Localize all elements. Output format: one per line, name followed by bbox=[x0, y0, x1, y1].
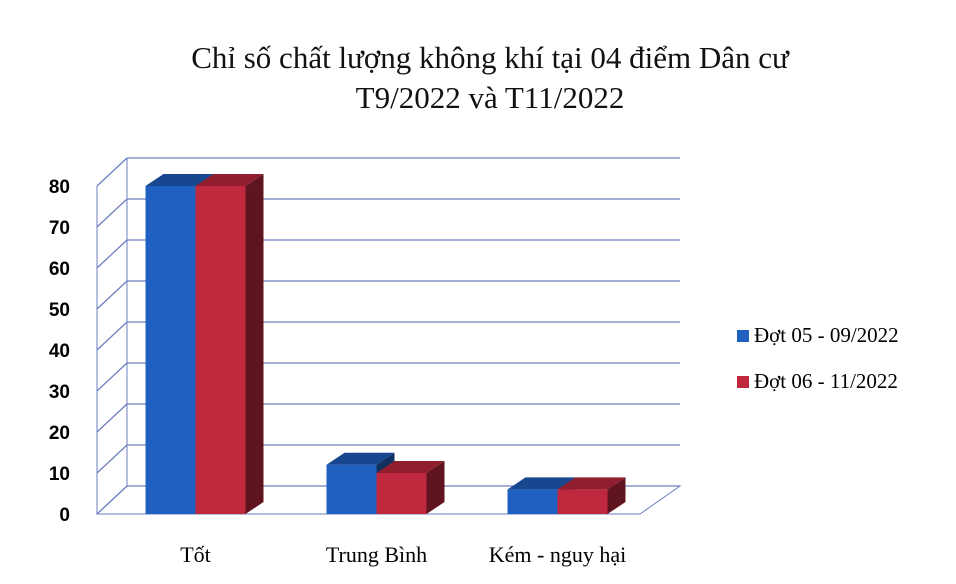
bar-side bbox=[245, 174, 264, 514]
bar-top bbox=[557, 477, 626, 490]
wall-line bbox=[96, 485, 128, 515]
legend-label: Đợt 05 - 09/2022 bbox=[754, 323, 899, 347]
x-tick-label: Kém - nguy hại bbox=[489, 542, 626, 567]
y-tick-label: 70 bbox=[49, 218, 70, 239]
wall-line bbox=[96, 362, 128, 392]
wall-line bbox=[96, 403, 128, 433]
bar-top bbox=[376, 461, 445, 473]
wall-line bbox=[96, 280, 128, 310]
bar-side bbox=[607, 477, 626, 514]
bar-top bbox=[507, 477, 576, 490]
y-tick-label: 30 bbox=[49, 382, 70, 403]
bar-front bbox=[326, 464, 377, 514]
legend-label: Đợt 06 - 11/2022 bbox=[754, 369, 898, 393]
wall-line bbox=[96, 157, 128, 187]
y-tick-label: 0 bbox=[59, 505, 70, 526]
wall-line bbox=[96, 239, 128, 269]
x-tick-label: Tốt bbox=[180, 542, 211, 567]
bar-front bbox=[507, 489, 558, 514]
legend-swatch bbox=[737, 376, 749, 388]
bar-side bbox=[426, 461, 445, 514]
y-tick-label: 40 bbox=[49, 341, 70, 362]
bar bbox=[557, 477, 626, 514]
bar-top bbox=[195, 174, 264, 186]
y-tick-label: 80 bbox=[49, 177, 70, 198]
bar-front bbox=[195, 186, 246, 514]
y-tick-label: 10 bbox=[49, 464, 70, 485]
y-tick-label: 60 bbox=[49, 259, 70, 280]
bar-top bbox=[145, 174, 214, 186]
x-tick-label: Trung Bình bbox=[326, 542, 427, 567]
y-tick-label: 20 bbox=[49, 423, 70, 444]
legend-swatch bbox=[737, 330, 749, 342]
bar-front bbox=[557, 489, 608, 514]
wall-line bbox=[96, 321, 128, 351]
y-tick-label: 50 bbox=[49, 300, 70, 321]
wall-line bbox=[96, 198, 128, 228]
bar-top bbox=[326, 452, 395, 465]
wall-line bbox=[96, 444, 128, 474]
chart-title: Chỉ số chất lượng không khí tại 04 điểm … bbox=[191, 40, 789, 115]
bar-front bbox=[145, 186, 196, 514]
bar bbox=[195, 174, 264, 514]
bar bbox=[376, 461, 445, 514]
bar-front bbox=[376, 473, 427, 514]
